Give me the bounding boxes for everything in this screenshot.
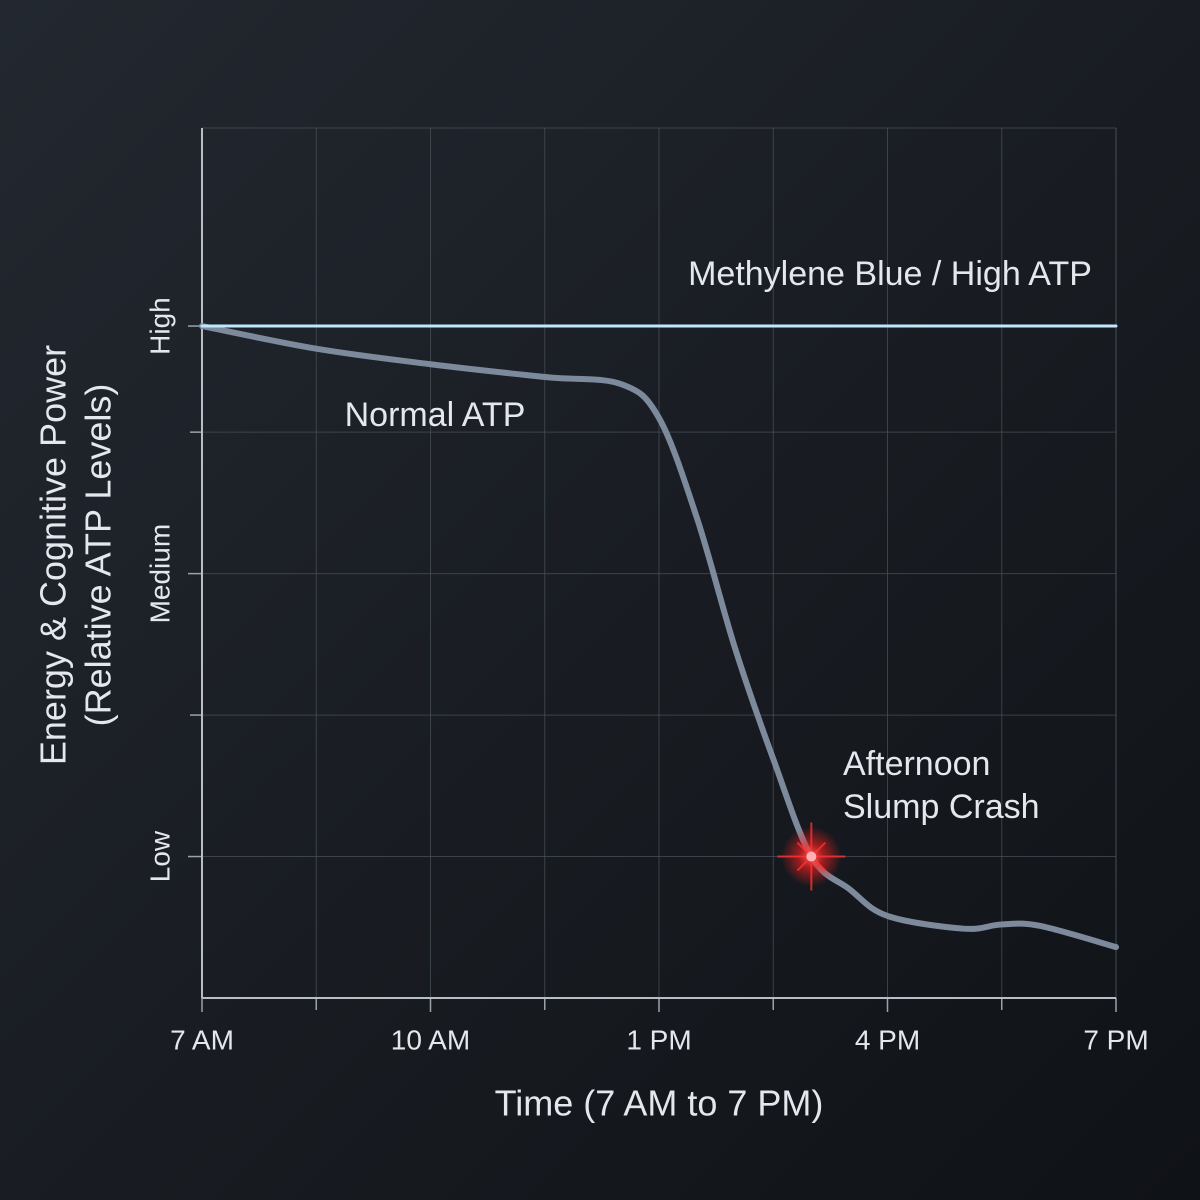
highlight-core bbox=[806, 851, 817, 862]
series-label: Normal ATP bbox=[345, 396, 526, 434]
x-tick-label: 7 PM bbox=[1083, 1024, 1148, 1055]
y-tick-label: Medium bbox=[144, 524, 175, 624]
series-label: Methylene Blue / High ATP bbox=[688, 255, 1092, 293]
y-tick-label: High bbox=[144, 297, 175, 355]
highlight-marker bbox=[777, 822, 846, 891]
series-line bbox=[199, 323, 1119, 951]
x-tick-label: 10 AM bbox=[391, 1024, 470, 1055]
y-axis-title: Energy & Cognitive Power bbox=[33, 345, 74, 765]
annotation: Afternoon bbox=[843, 745, 990, 783]
y-tick-label: Low bbox=[144, 830, 175, 882]
x-tick-label: 7 AM bbox=[170, 1024, 234, 1055]
x-tick-label: 4 PM bbox=[855, 1024, 920, 1055]
x-axis-title: Time (7 AM to 7 PM) bbox=[495, 1083, 824, 1124]
y-axis-title: (Relative ATP Levels) bbox=[78, 384, 119, 727]
annotation: Slump Crash bbox=[843, 788, 1040, 826]
x-tick-label: 1 PM bbox=[626, 1024, 691, 1055]
